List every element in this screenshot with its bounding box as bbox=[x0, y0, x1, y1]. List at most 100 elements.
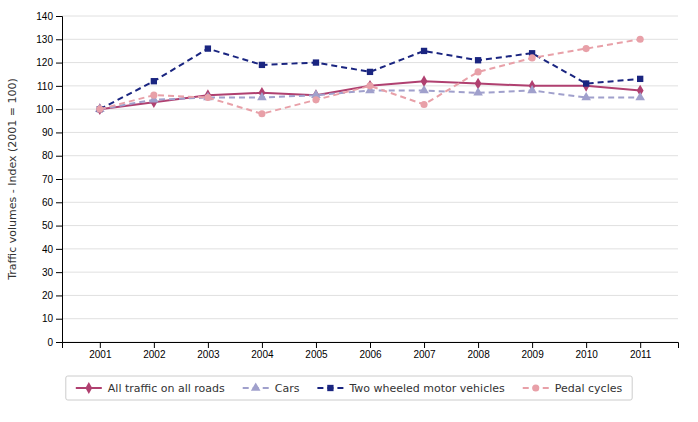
tick: 2011 bbox=[630, 342, 652, 360]
tick: 70 bbox=[42, 174, 62, 185]
tick-mark bbox=[56, 156, 62, 157]
tick-label: 2010 bbox=[576, 349, 599, 360]
tick: 50 bbox=[42, 220, 62, 231]
point bbox=[475, 68, 482, 75]
point bbox=[366, 82, 373, 89]
tick: 2004 bbox=[251, 342, 274, 360]
legend-label: Two wheeled motor vehicles bbox=[348, 382, 505, 395]
series-line bbox=[100, 49, 640, 110]
tick-mark bbox=[56, 202, 62, 203]
tick-mark bbox=[586, 342, 587, 348]
point bbox=[473, 87, 483, 95]
tick-mark bbox=[370, 342, 371, 348]
point bbox=[205, 45, 211, 51]
tick: 2010 bbox=[576, 342, 599, 360]
tick: 30 bbox=[42, 267, 62, 278]
point bbox=[313, 59, 319, 65]
plot: 2001200220032004200520062007200820092010… bbox=[36, 11, 678, 360]
grid-line bbox=[62, 295, 678, 296]
tick: 60 bbox=[42, 197, 62, 208]
tick: 90 bbox=[42, 127, 62, 138]
y-axis-title: Traffic volumes - Index (2001 = 100) bbox=[6, 78, 19, 281]
tick-mark bbox=[424, 342, 425, 348]
tick-mark bbox=[56, 342, 62, 343]
point bbox=[635, 92, 645, 100]
series-line bbox=[100, 39, 640, 114]
tick-mark bbox=[56, 109, 62, 110]
tick-mark bbox=[56, 86, 62, 87]
tick: 2006 bbox=[359, 342, 382, 360]
tick: 80 bbox=[42, 150, 62, 161]
marks bbox=[95, 36, 645, 118]
tick-mark bbox=[56, 319, 62, 320]
tick-mark bbox=[262, 342, 263, 348]
tick-label: 2001 bbox=[89, 349, 112, 360]
grid-line bbox=[62, 179, 678, 180]
series-line bbox=[100, 91, 640, 110]
tick-mark bbox=[56, 63, 62, 64]
tick-mark bbox=[208, 342, 209, 348]
point bbox=[583, 45, 590, 52]
tick-label: 40 bbox=[42, 244, 54, 255]
legend-frame bbox=[66, 376, 632, 400]
grid-line bbox=[62, 109, 678, 110]
tick: 2008 bbox=[467, 342, 490, 360]
tick-label: 110 bbox=[37, 81, 53, 92]
point bbox=[367, 69, 373, 75]
legend-marker bbox=[327, 385, 333, 391]
tick-mark bbox=[532, 342, 533, 348]
grid-line bbox=[62, 62, 678, 63]
point bbox=[257, 92, 267, 100]
tick-mark bbox=[100, 342, 101, 348]
point bbox=[150, 92, 157, 99]
tick-mark bbox=[640, 342, 641, 348]
tick-label: 80 bbox=[42, 150, 54, 161]
point bbox=[258, 110, 265, 117]
grid-line bbox=[62, 318, 678, 319]
tick-mark bbox=[478, 342, 479, 348]
axis-line bbox=[56, 17, 63, 343]
tick-label: 20 bbox=[42, 290, 54, 301]
tick-label: 2011 bbox=[630, 349, 652, 360]
y-axis: 0102030405060708090100110120130140 bbox=[36, 11, 62, 348]
tick: 2003 bbox=[197, 342, 220, 360]
grid bbox=[62, 16, 678, 342]
point bbox=[419, 85, 429, 93]
legend-label: Cars bbox=[275, 382, 300, 395]
tick-label: 2008 bbox=[467, 349, 490, 360]
legend-item: Two wheeled motor vehicles bbox=[317, 382, 505, 395]
tick-label: 60 bbox=[42, 197, 54, 208]
grid-line bbox=[62, 132, 678, 133]
tick-mark bbox=[316, 342, 317, 348]
grid-line bbox=[62, 272, 678, 273]
point bbox=[96, 106, 103, 113]
point bbox=[637, 76, 643, 82]
point bbox=[527, 85, 537, 93]
legend-label: Pedal cycles bbox=[555, 382, 623, 395]
grid-line bbox=[62, 155, 678, 156]
point bbox=[475, 57, 481, 63]
tick-label: 90 bbox=[42, 127, 54, 138]
legend: All traffic on all roadsCarsTwo wheeled … bbox=[66, 376, 632, 400]
tick-label: 2006 bbox=[359, 349, 382, 360]
tick-label: 50 bbox=[42, 220, 54, 231]
tick-label: 100 bbox=[36, 104, 53, 115]
chart: 2001200220032004200520062007200820092010… bbox=[0, 0, 698, 422]
point bbox=[420, 101, 427, 108]
tick-label: 2007 bbox=[413, 349, 436, 360]
tick: 0 bbox=[47, 337, 62, 348]
tick-mark bbox=[56, 16, 62, 17]
tick: 100 bbox=[36, 104, 62, 115]
axis-line bbox=[63, 343, 679, 349]
tick: 140 bbox=[36, 11, 62, 22]
point bbox=[97, 106, 103, 112]
point bbox=[637, 36, 644, 43]
tick: 130 bbox=[36, 34, 62, 45]
tick-label: 10 bbox=[42, 313, 54, 324]
tick-mark bbox=[56, 226, 62, 227]
tick-label: 2009 bbox=[521, 349, 544, 360]
tick-mark bbox=[56, 295, 62, 296]
legend-item: Cars bbox=[243, 382, 300, 395]
tick: 10 bbox=[42, 313, 62, 324]
tick: 2009 bbox=[521, 342, 544, 360]
